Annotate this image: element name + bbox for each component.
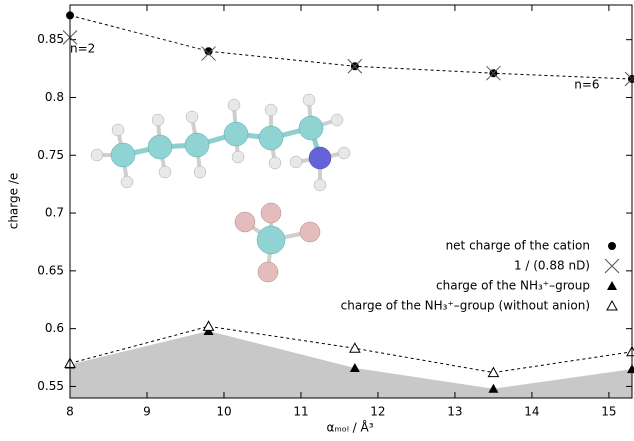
y-tick-label: 0.8 bbox=[45, 90, 64, 104]
plot-frame bbox=[69, 4, 633, 399]
y-tick-label: 0.6 bbox=[45, 321, 64, 335]
point bbox=[349, 362, 360, 372]
point bbox=[348, 342, 361, 353]
x-axis-label: αₘₒₗ / Å³ bbox=[326, 420, 373, 435]
legend-label: charge of the NH₃⁺–group (without anion) bbox=[341, 299, 590, 313]
legend-marker bbox=[604, 258, 620, 274]
area bbox=[70, 330, 632, 398]
point bbox=[202, 320, 215, 331]
y-tick-label: 0.85 bbox=[37, 32, 64, 46]
point bbox=[487, 366, 500, 378]
y-tick-label: 0.65 bbox=[37, 263, 64, 277]
annotation: n=6 bbox=[574, 77, 599, 91]
x-tick-label: 15 bbox=[601, 405, 616, 419]
x-tick-label: 8 bbox=[66, 405, 74, 419]
x-tick-label: 11 bbox=[293, 405, 308, 419]
x-tick-label: 13 bbox=[447, 405, 462, 419]
legend-label: net charge of the cation bbox=[446, 239, 590, 253]
x-tick-label: 10 bbox=[216, 405, 231, 419]
annotation: n=2 bbox=[70, 41, 95, 55]
point bbox=[626, 345, 634, 357]
molecule-illustration bbox=[90, 93, 351, 283]
legend-label: charge of the NH₃⁺–group bbox=[436, 279, 590, 293]
x-tick-label: 12 bbox=[370, 405, 385, 419]
y-tick-label: 0.7 bbox=[45, 206, 64, 220]
point bbox=[488, 383, 499, 393]
legend-marker bbox=[608, 242, 616, 250]
point bbox=[201, 46, 216, 61]
y-axis-label: charge /e bbox=[7, 173, 21, 230]
y-tick-label: 0.55 bbox=[37, 379, 64, 393]
legend-marker bbox=[607, 281, 617, 290]
y-tick-label: 0.75 bbox=[37, 148, 64, 162]
point bbox=[347, 58, 363, 74]
legend-label: 1 / (0.88 nD) bbox=[514, 259, 590, 273]
x-tick-label: 9 bbox=[143, 405, 151, 419]
point bbox=[486, 65, 501, 81]
point bbox=[627, 364, 634, 374]
point bbox=[204, 47, 213, 56]
x-tick-label: 14 bbox=[524, 405, 539, 419]
legend-marker bbox=[606, 299, 618, 311]
